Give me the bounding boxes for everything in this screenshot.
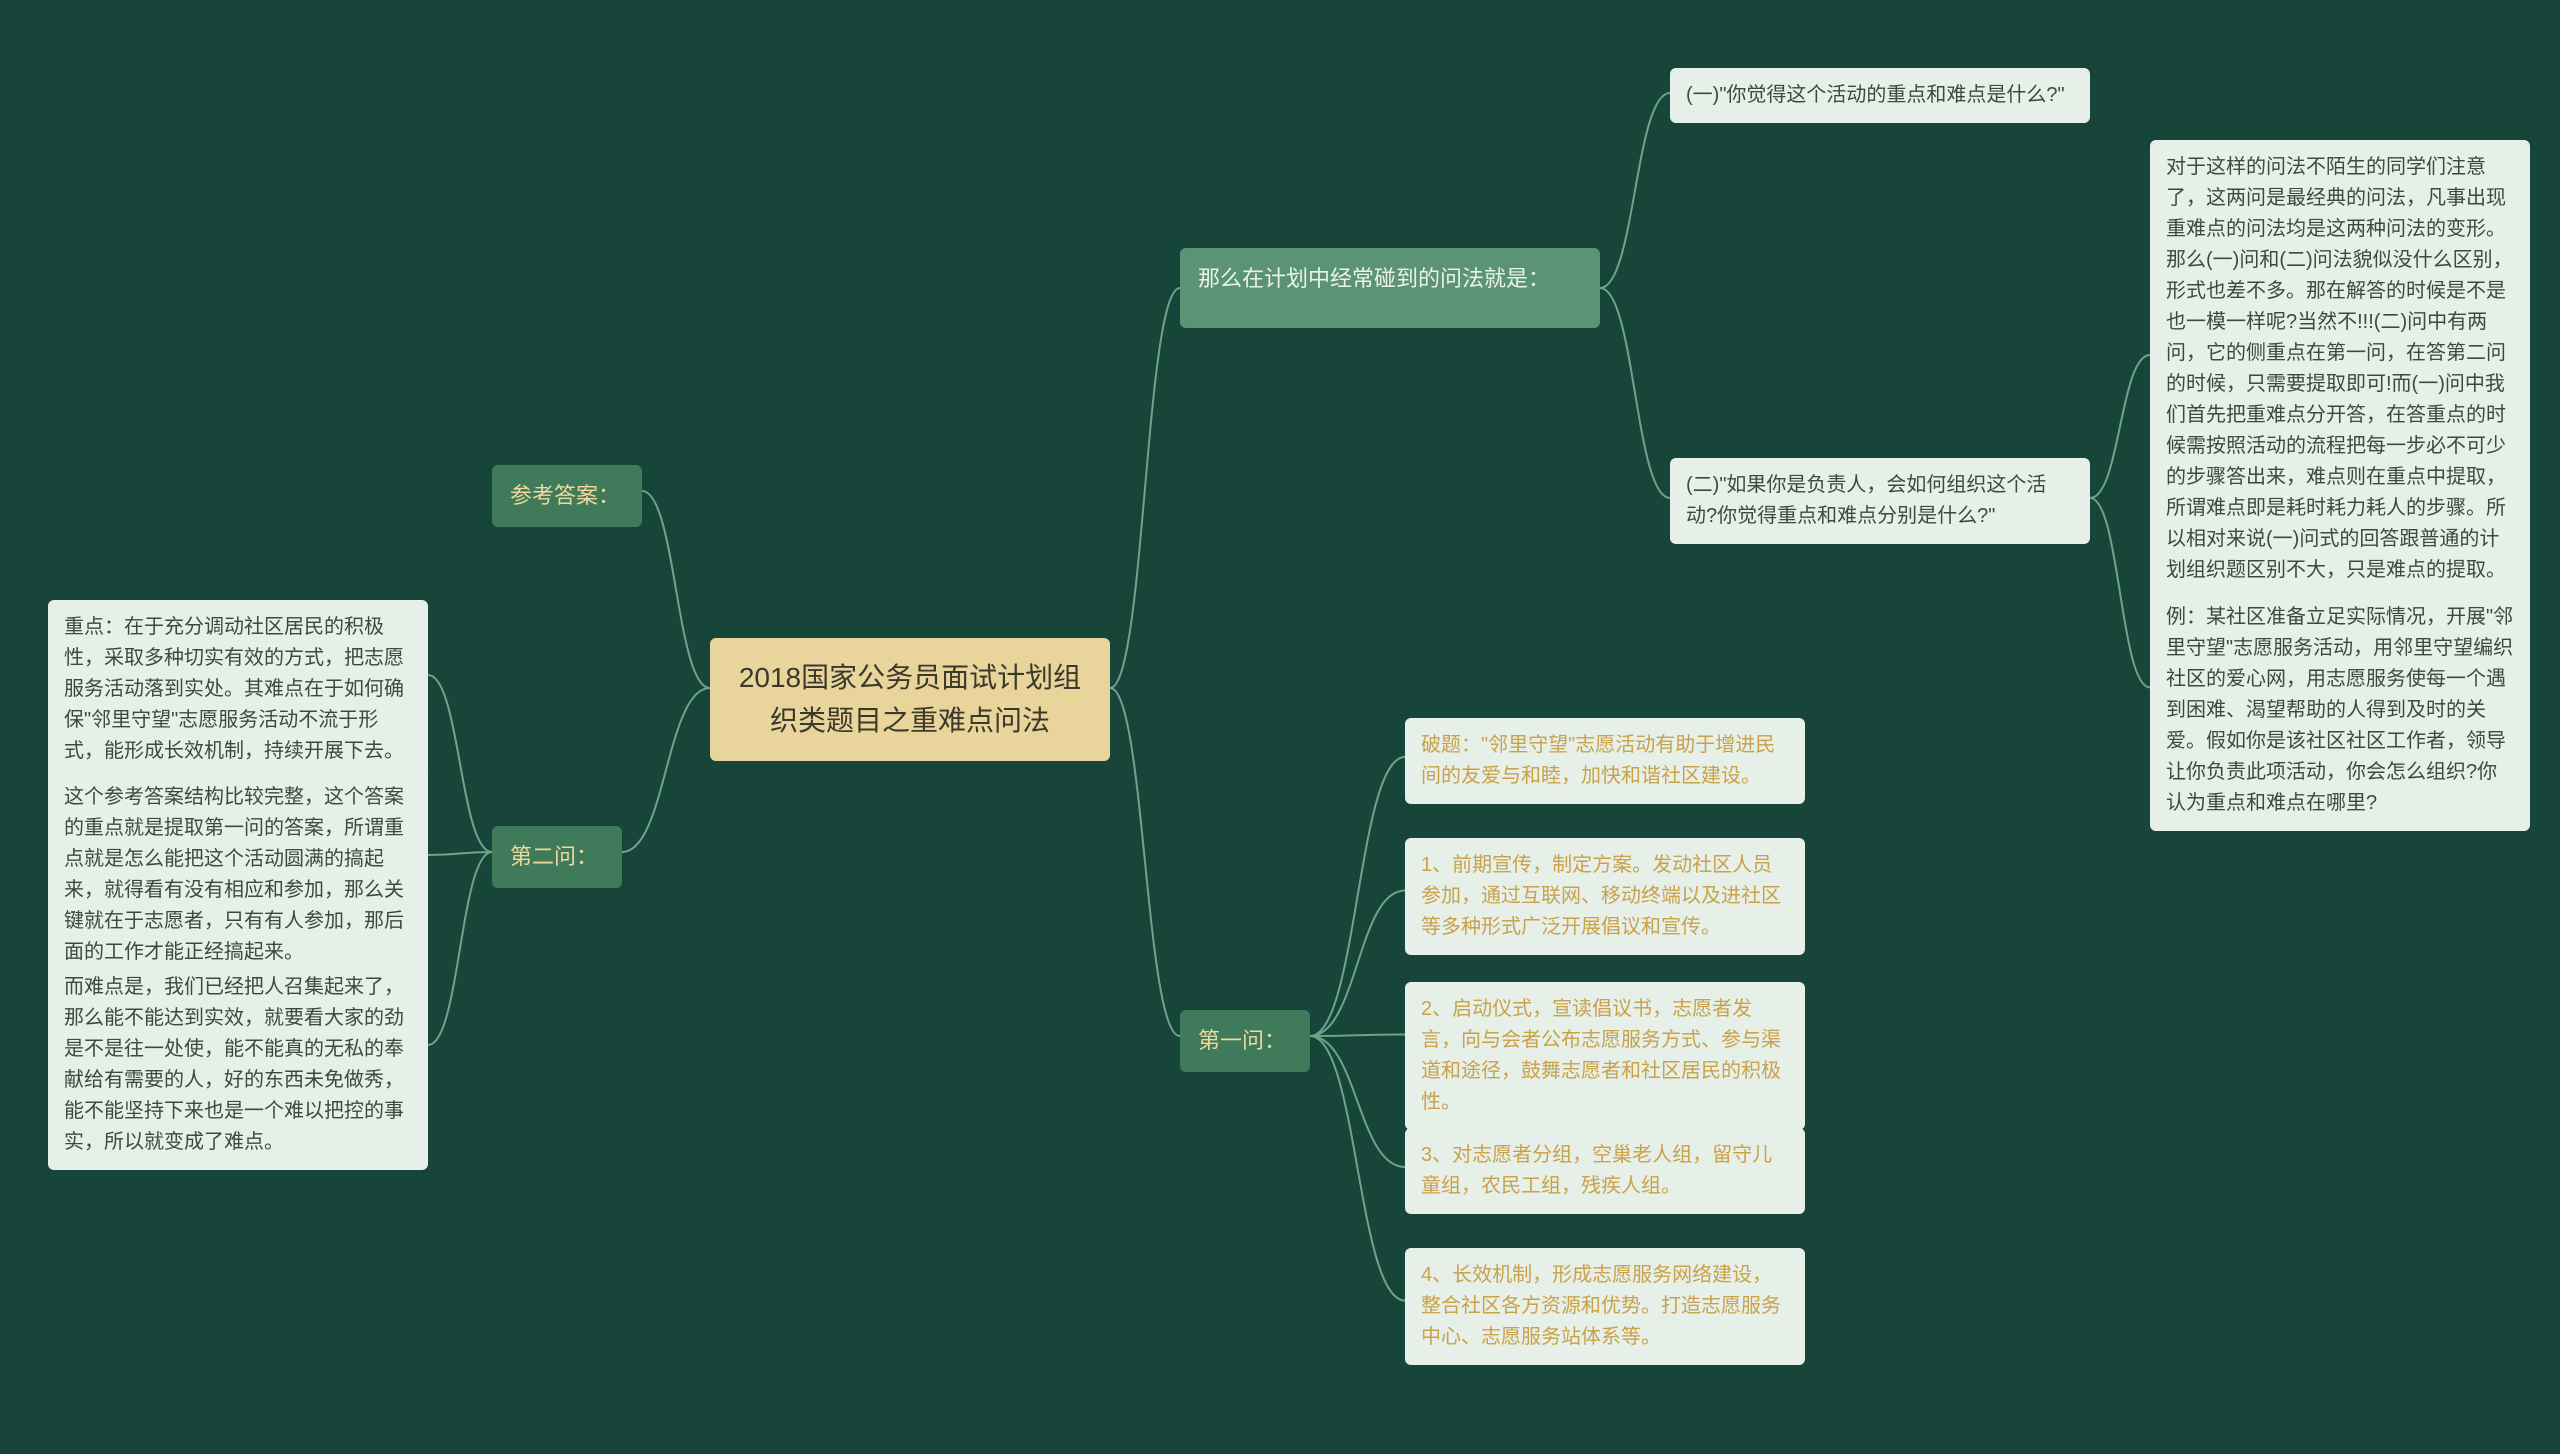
right-branch-0[interactable]: 那么在计划中经常碰到的问法就是： [1180,248,1600,328]
root-node[interactable]: 2018国家公务员面试计划组织类题目之重难点问法 [710,638,1110,761]
right-leaf-0-1: (二)"如果你是负责人，会如何组织这个活动?你觉得重点和难点分别是什么?" [1670,458,2090,544]
left-branch-0[interactable]: 参考答案： [492,465,642,527]
right-branch-1[interactable]: 第一问： [1180,1010,1310,1072]
connector [1110,288,1180,688]
connector [1310,1035,1405,1037]
left-leaf-1-1: 这个参考答案结构比较完整，这个答案的重点就是提取第一问的答案，所谓重点就是怎么能… [48,770,428,980]
connector [1310,1036,1405,1301]
connector [1310,1036,1405,1167]
right-subleaf-0-1-0: 对于这样的问法不陌生的同学们注意了，这两问是最经典的问法，凡事出现重难点的问法均… [2150,140,2530,629]
connector [1310,891,1405,1037]
connector [428,852,492,855]
connector [622,688,710,852]
connector [428,675,492,852]
left-leaf-1-2: 而难点是，我们已经把人召集起来了，那么能不能达到实效，就要看大家的劲是不是往一处… [48,960,428,1170]
right-leaf-0-0: (一)"你觉得这个活动的重点和难点是什么?" [1670,68,2090,123]
connector [1600,288,1670,498]
connector [2090,498,2150,688]
connector [642,491,710,688]
connector [1110,688,1180,1036]
right-leaf-1-0: 破题："邻里守望"志愿活动有助于增进民间的友爱与和睦，加快和谐社区建设。 [1405,718,1805,804]
right-leaf-1-1: 1、前期宣传，制定方案。发动社区人员参加，通过互联网、移动终端以及进社区等多种形… [1405,838,1805,955]
right-leaf-1-4: 4、长效机制，形成志愿服务网络建设，整合社区各方资源和优势。打造志愿服务中心、志… [1405,1248,1805,1365]
right-subleaf-0-1-1: 例：某社区准备立足实际情况，开展"邻里守望"志愿服务活动，用邻里守望编织社区的爱… [2150,590,2530,831]
left-leaf-1-0: 重点：在于充分调动社区居民的积极性，采取多种切实有效的方式，把志愿服务活动落到实… [48,600,428,779]
connector [2090,355,2150,498]
right-leaf-1-3: 3、对志愿者分组，空巢老人组，留守儿童组，农民工组，残疾人组。 [1405,1128,1805,1214]
connector [1600,93,1670,288]
right-leaf-1-2: 2、启动仪式，宣读倡议书，志愿者发言，向与会者公布志愿服务方式、参与渠道和途径，… [1405,982,1805,1130]
left-branch-1[interactable]: 第二问： [492,826,622,888]
connector [428,852,492,1045]
